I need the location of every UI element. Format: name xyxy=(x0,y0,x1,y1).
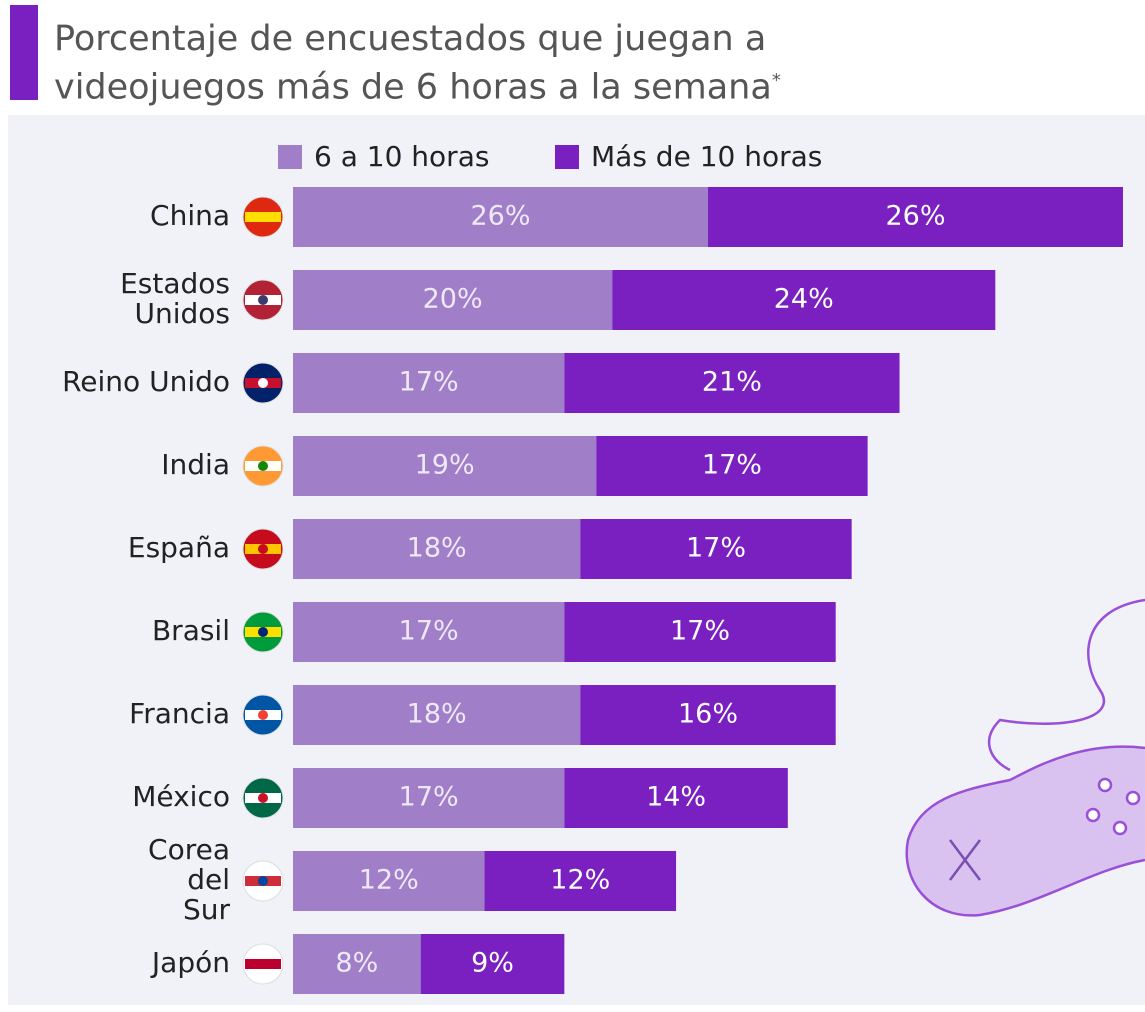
value-label: 14% xyxy=(646,782,706,813)
category-label: Japón xyxy=(150,946,230,979)
flag-icon xyxy=(243,197,283,237)
value-label: 17% xyxy=(399,367,459,398)
flag-dot xyxy=(258,876,268,886)
flag-dot xyxy=(258,710,268,720)
flag-icon xyxy=(243,778,283,818)
flag-icon xyxy=(243,280,283,320)
flag-icon xyxy=(243,363,283,403)
chart-title: Porcentaje de encuestados que juegan a v… xyxy=(54,18,814,109)
flag-icon xyxy=(243,695,283,735)
flag-dot xyxy=(258,461,268,471)
category-line: Sur xyxy=(183,893,231,926)
flag-band xyxy=(245,959,281,969)
flag-dot xyxy=(258,378,268,388)
value-label: 17% xyxy=(399,616,459,647)
legend-swatch xyxy=(278,145,302,169)
value-label: 17% xyxy=(670,616,730,647)
page: 6 a 10 horas Más de 10 horas China 26% 26% Es… xyxy=(0,0,1145,1012)
flag-icon xyxy=(243,529,283,569)
flag-icon xyxy=(243,612,283,652)
category-label: España xyxy=(128,531,230,564)
category-line: del xyxy=(187,863,230,896)
legend-label: 6 a 10 horas xyxy=(314,140,489,173)
value-label: 9% xyxy=(471,948,514,979)
flag-icon xyxy=(243,446,283,486)
value-label: 17% xyxy=(399,782,459,813)
flag-band xyxy=(245,212,281,222)
flag-icon xyxy=(243,861,283,901)
value-label: 20% xyxy=(423,284,483,315)
legend-label: Más de 10 horas xyxy=(591,140,822,173)
category-label: Francia xyxy=(129,697,230,730)
value-label: 26% xyxy=(885,201,945,232)
value-label: 12% xyxy=(550,865,610,896)
category-line: Estados xyxy=(120,267,230,300)
value-label: 16% xyxy=(678,699,738,730)
value-label: 17% xyxy=(686,533,746,564)
value-label: 24% xyxy=(774,284,834,315)
chart: 6 a 10 horas Más de 10 horas China 26% 26% Es… xyxy=(0,0,1145,1012)
value-label: 17% xyxy=(702,450,762,481)
title-accent xyxy=(10,5,38,100)
category-label: Reino Unido xyxy=(62,365,230,398)
legend-swatch xyxy=(555,145,579,169)
flag-dot xyxy=(258,544,268,554)
category-label: México xyxy=(132,780,230,813)
flag-dot xyxy=(258,793,268,803)
value-label: 18% xyxy=(407,533,467,564)
flag-icon xyxy=(243,944,283,984)
category-label: India xyxy=(161,448,230,481)
category-line: Corea xyxy=(148,833,230,866)
flag-dot xyxy=(258,627,268,637)
value-label: 21% xyxy=(702,367,762,398)
value-label: 12% xyxy=(359,865,419,896)
title-text: Porcentaje de encuestados que juegan a v… xyxy=(54,19,772,108)
category-line: Unidos xyxy=(134,297,230,330)
flag-dot xyxy=(258,295,268,305)
value-label: 18% xyxy=(407,699,467,730)
value-label: 8% xyxy=(335,948,378,979)
category-label: Brasil xyxy=(152,614,230,647)
value-label: 26% xyxy=(470,201,530,232)
value-label: 19% xyxy=(415,450,475,481)
category-label: China xyxy=(150,199,230,232)
title-note: * xyxy=(772,70,781,91)
